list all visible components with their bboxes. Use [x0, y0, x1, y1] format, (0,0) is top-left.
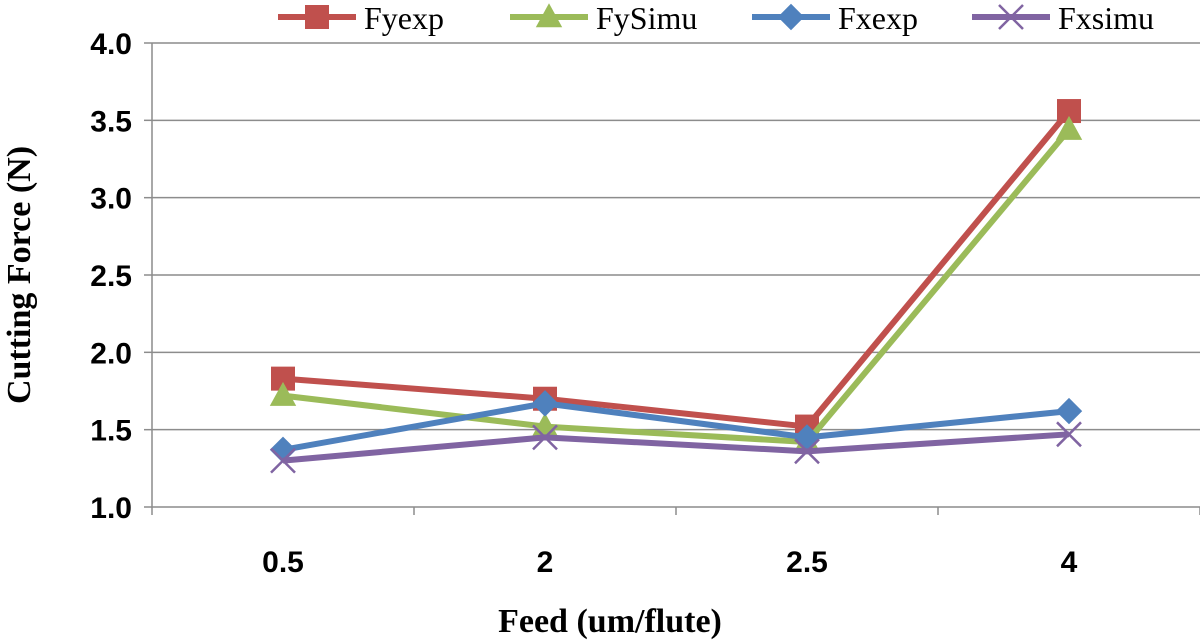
y-tick-label: 3.5	[90, 105, 132, 138]
legend-marker	[305, 5, 329, 29]
x-tick-label: 2	[537, 546, 554, 579]
data-point	[1055, 115, 1083, 140]
series-fxexp	[269, 390, 1083, 463]
data-point	[1055, 397, 1083, 425]
legend-marker	[777, 3, 805, 31]
legend-item-fxsimu: Fxsimu	[972, 0, 1154, 36]
y-tick-label: 4.0	[90, 28, 132, 61]
x-tick-label: 2.5	[786, 546, 828, 579]
data-point	[794, 438, 820, 465]
legend: Fyexp FySimu Fxexp Fxsimu	[278, 0, 1154, 36]
series-line	[282, 109, 1072, 430]
data-point	[269, 381, 297, 406]
legend-label: Fyexp	[364, 0, 444, 36]
y-tick-label: 1.0	[90, 492, 132, 525]
data-point	[269, 436, 297, 463]
y-tick-label: 2.0	[90, 337, 132, 370]
x-axis-title: Feed (um/flute)	[498, 603, 722, 640]
legend-label: Fxsimu	[1058, 0, 1154, 36]
legend-item-fysimu: FySimu	[510, 0, 697, 36]
series-line	[282, 127, 1072, 446]
y-tick-label: 3.0	[90, 183, 132, 216]
legend-item-fxexp: Fxexp	[752, 0, 918, 36]
series-fyexp	[271, 99, 1081, 439]
legend-item-fyexp: Fyexp	[278, 0, 444, 36]
series-fysimu	[269, 115, 1083, 453]
series-fxsimu	[270, 421, 1082, 474]
x-tick-label: 4	[1061, 546, 1078, 579]
legend-marker	[535, 3, 563, 28]
y-axis-title: Cutting Force (N)	[1, 146, 38, 404]
x-tick-label: 0.5	[262, 546, 304, 579]
data-point	[270, 447, 296, 474]
series-line	[282, 400, 1070, 453]
series-lines	[269, 99, 1083, 474]
data-point	[532, 424, 558, 451]
data-point	[1056, 421, 1082, 448]
axes: 1.0 1.5 2.0 2.5 3.0 3.5 4.0 0.5 2 2.5 4	[90, 28, 1200, 579]
y-tick-label: 1.5	[90, 415, 132, 448]
legend-marker	[998, 4, 1024, 30]
legend-label: Fxexp	[838, 0, 918, 36]
legend-label: FySimu	[596, 0, 697, 36]
gridlines	[152, 42, 1200, 508]
series-line	[282, 431, 1070, 464]
data-point	[531, 390, 559, 417]
y-tick-label: 2.5	[90, 260, 132, 293]
